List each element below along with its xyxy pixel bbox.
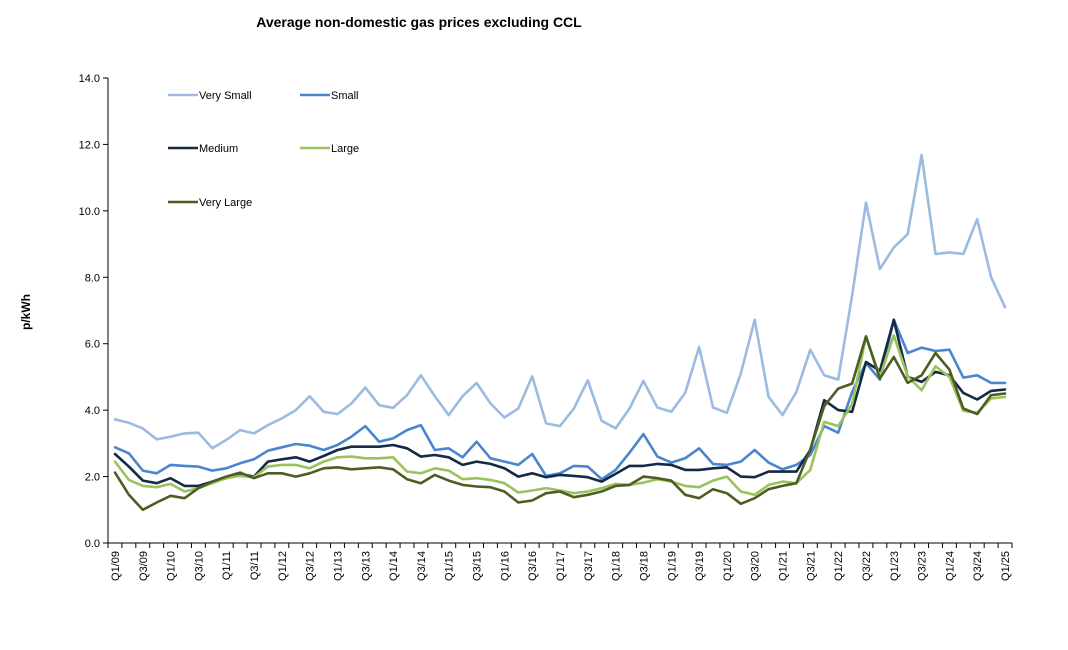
series-line-small [113, 318, 1007, 481]
x-tick-label: Q1/12 [277, 551, 289, 581]
y-axis-label: p/kWh [19, 294, 33, 330]
x-tick-label: Q3/21 [805, 551, 817, 581]
legend-label-very-small: Very Small [199, 90, 252, 102]
x-tick-label: Q1/15 [444, 551, 456, 581]
y-tick-label: 0.0 [85, 538, 100, 550]
x-tick-label: Q1/11 [221, 551, 233, 580]
x-tick-label: Q1/19 [666, 551, 678, 581]
x-tick-label: Q3/14 [416, 551, 428, 581]
plot-area: 0.0 2.0 4.0 6.0 8.0 10.0 12.0 14.0 Q1/09 Q3/09 Q1/… [79, 73, 1013, 581]
x-tick-label: Q1/25 [1000, 551, 1012, 581]
x-tick-label: Q1/18 [611, 551, 623, 581]
y-tick-label: 8.0 [85, 272, 100, 284]
x-tick-label: Q1/23 [889, 551, 901, 581]
x-tick-label: Q1/17 [555, 551, 567, 581]
x-tick-label: Q1/21 [778, 551, 790, 581]
y-tick-label: 10.0 [79, 206, 100, 218]
y-tick-label: 2.0 [85, 472, 100, 484]
series-line-large [113, 334, 1007, 497]
x-tick-label: Q1/20 [722, 551, 734, 581]
legend: Very Small Small Medium Large Very Large [168, 90, 359, 209]
x-tick-label: Q3/22 [861, 551, 873, 581]
y-tick-label: 12.0 [79, 139, 100, 151]
y-tick-label: 4.0 [85, 405, 100, 417]
x-tick-label: Q3/10 [193, 551, 205, 581]
x-tick-label: Q3/19 [694, 551, 706, 581]
x-tick-label: Q1/13 [332, 551, 344, 581]
x-tick-label: Q1/16 [499, 551, 511, 581]
x-tick-label: Q3/09 [138, 551, 150, 581]
x-tick-label: Q3/23 [917, 551, 929, 581]
legend-label-very-large: Very Large [199, 197, 252, 209]
legend-label-large: Large [331, 143, 359, 155]
x-tick-label: Q3/15 [472, 551, 484, 581]
x-tick-label: Q3/20 [750, 551, 762, 581]
x-tick-label: Q3/24 [972, 551, 984, 581]
chart-title: Average non-domestic gas prices excludin… [256, 14, 582, 30]
x-tick-label: Q1/10 [166, 551, 178, 581]
legend-label-small: Small [331, 90, 359, 102]
x-tick-label: Q3/13 [360, 551, 372, 581]
series-line-medium [113, 318, 1007, 488]
x-tick-label: Q3/18 [638, 551, 650, 581]
x-tick-label: Q3/16 [527, 551, 539, 581]
y-tick-label: 14.0 [79, 73, 100, 85]
x-tick-label: Q1/09 [110, 551, 122, 581]
x-tick-label: Q1/14 [388, 551, 400, 581]
series-line-very-large [113, 335, 1007, 512]
y-tick-label: 6.0 [85, 339, 100, 351]
x-tick-label: Q3/12 [305, 551, 317, 581]
x-tick-label: Q3/11 [249, 551, 261, 580]
series-line-very-small [113, 153, 1007, 450]
legend-label-medium: Medium [199, 143, 238, 155]
x-tick-label: Q1/24 [944, 551, 956, 581]
x-tick-label: Q3/17 [583, 551, 595, 581]
x-tick-label: Q1/22 [833, 551, 845, 581]
